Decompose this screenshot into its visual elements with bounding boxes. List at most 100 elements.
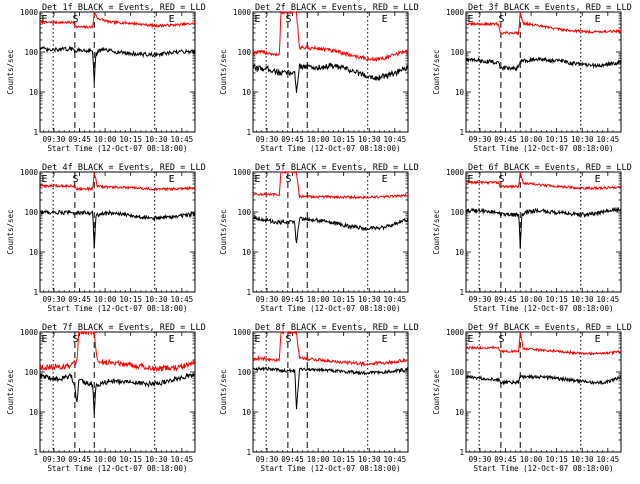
x-tick-label: 10:00 bbox=[520, 135, 543, 144]
x-tick-label: 10:15 bbox=[332, 455, 355, 464]
x-tick-label: 09:45 bbox=[68, 455, 91, 464]
marker-label-e: E bbox=[255, 174, 261, 185]
x-tick-label: 09:45 bbox=[68, 135, 91, 144]
events-series-line bbox=[39, 45, 196, 83]
x-tick-label: 10:15 bbox=[545, 455, 568, 464]
x-tick-label: 10:00 bbox=[520, 455, 543, 464]
lld-series-line bbox=[252, 10, 409, 63]
x-tick-label: 10:45 bbox=[597, 455, 620, 464]
y-tick-label: 1 bbox=[459, 288, 464, 297]
panel-5: Det 5f BLACK = Events, RED = LLD 1 10 100 10… bbox=[219, 163, 419, 313]
events-series-line bbox=[465, 206, 622, 249]
lld-series-line bbox=[39, 11, 196, 30]
marker-label-s: S bbox=[73, 174, 79, 185]
events-series-line bbox=[39, 209, 196, 249]
x-tick-label: 09:45 bbox=[68, 295, 91, 304]
y-axis-label: Counts/sec bbox=[6, 49, 15, 94]
x-tick-label: 10:30 bbox=[571, 135, 594, 144]
panel-1: Det 1f BLACK = Events, RED = LLD 1 10 100 10… bbox=[6, 3, 206, 153]
x-axis-label: Start Time (12-Oct-07 08:18:00) bbox=[474, 464, 614, 473]
marker-label-s: S bbox=[499, 14, 505, 25]
panel-title: Det 3f BLACK = Events, RED = LLD bbox=[468, 3, 632, 13]
x-tick-label: 09:30 bbox=[43, 455, 66, 464]
events-series-line bbox=[252, 61, 409, 94]
lld-series-line bbox=[465, 332, 622, 356]
plot-frame bbox=[465, 331, 622, 453]
plot-frame bbox=[39, 11, 196, 133]
x-tick-label: 10:30 bbox=[358, 455, 381, 464]
events-series-line bbox=[465, 373, 622, 386]
x-tick-label: 09:30 bbox=[469, 135, 492, 144]
x-tick-label: 10:45 bbox=[171, 135, 194, 144]
x-tick-label: 10:30 bbox=[571, 455, 594, 464]
y-tick-label: 1000 bbox=[233, 168, 252, 177]
marker-label-e: E bbox=[595, 14, 601, 25]
panel-title: Det 9f BLACK = Events, RED = LLD bbox=[468, 323, 632, 333]
x-tick-label: 10:45 bbox=[384, 455, 407, 464]
plot-frame bbox=[252, 11, 409, 133]
x-axis-label: Start Time (12-Oct-07 08:18:00) bbox=[48, 144, 188, 153]
x-tick-label: 10:30 bbox=[145, 455, 168, 464]
x-tick-label: 10:45 bbox=[171, 295, 194, 304]
x-axis-label: Start Time (12-Oct-07 08:18:00) bbox=[261, 144, 401, 153]
x-tick-label: 09:45 bbox=[494, 135, 517, 144]
plot-frame bbox=[39, 171, 196, 293]
x-tick-label: 09:45 bbox=[494, 455, 517, 464]
panel-6: Det 6f BLACK = Events, RED = LLD 1 10 100 10… bbox=[432, 163, 632, 313]
x-tick-label: 10:45 bbox=[597, 295, 620, 304]
panel-title: Det 2f BLACK = Events, RED = LLD bbox=[255, 3, 419, 13]
marker-label-s: S bbox=[286, 14, 292, 25]
lld-series-line bbox=[465, 11, 622, 36]
y-axis-label: Counts/sec bbox=[432, 369, 441, 414]
events-series-line bbox=[39, 371, 196, 415]
y-tick-label: 100 bbox=[450, 368, 464, 377]
x-tick-label: 10:30 bbox=[358, 135, 381, 144]
marker-label-e: E bbox=[255, 334, 261, 345]
x-tick-label: 09:30 bbox=[43, 135, 66, 144]
x-tick-label: 09:30 bbox=[256, 455, 279, 464]
marker-label-e: E bbox=[595, 334, 601, 345]
x-tick-label: 09:45 bbox=[494, 295, 517, 304]
y-axis-label: Counts/sec bbox=[219, 369, 228, 414]
plot-frame bbox=[252, 331, 409, 453]
x-tick-label: 10:45 bbox=[171, 455, 194, 464]
x-tick-label: 10:00 bbox=[94, 135, 117, 144]
panel-4: Det 4f BLACK = Events, RED = LLD 1 10 100 10… bbox=[6, 163, 206, 313]
panel-8: Det 8f BLACK = Events, RED = LLD 1 10 100 10… bbox=[219, 323, 419, 473]
y-tick-label: 1000 bbox=[446, 328, 465, 337]
x-tick-label: 10:30 bbox=[571, 295, 594, 304]
x-tick-label: 10:00 bbox=[94, 295, 117, 304]
y-tick-label: 1 bbox=[246, 448, 251, 457]
y-tick-label: 1000 bbox=[233, 328, 252, 337]
y-tick-label: 1 bbox=[246, 128, 251, 137]
y-tick-label: 1000 bbox=[20, 8, 39, 17]
x-tick-label: 10:45 bbox=[384, 295, 407, 304]
panel-7: Det 7f BLACK = Events, RED = LLD 1 10 100 10… bbox=[6, 323, 206, 473]
x-tick-label: 09:30 bbox=[43, 295, 66, 304]
panel-9: Det 9f BLACK = Events, RED = LLD 1 10 100 10… bbox=[432, 323, 632, 473]
marker-label-s: S bbox=[286, 174, 292, 185]
x-tick-label: 10:15 bbox=[545, 135, 568, 144]
plot-frame bbox=[39, 331, 196, 453]
marker-label-e: E bbox=[468, 334, 474, 345]
x-tick-label: 10:00 bbox=[307, 135, 330, 144]
panel-title: Det 5f BLACK = Events, RED = LLD bbox=[255, 163, 419, 173]
panel-title: Det 6f BLACK = Events, RED = LLD bbox=[468, 163, 632, 173]
y-tick-label: 1000 bbox=[20, 168, 39, 177]
x-tick-label: 10:00 bbox=[307, 455, 330, 464]
y-tick-label: 100 bbox=[24, 48, 38, 57]
y-tick-label: 1 bbox=[459, 448, 464, 457]
x-tick-label: 09:30 bbox=[256, 295, 279, 304]
y-tick-label: 10 bbox=[455, 248, 465, 257]
marker-label-s: S bbox=[286, 334, 292, 345]
panel-title: Det 4f BLACK = Events, RED = LLD bbox=[42, 163, 206, 173]
marker-label-e: E bbox=[42, 334, 48, 345]
y-tick-label: 100 bbox=[237, 208, 251, 217]
marker-label-e: E bbox=[382, 334, 388, 345]
y-axis-label: Counts/sec bbox=[219, 209, 228, 254]
y-tick-label: 1 bbox=[33, 128, 38, 137]
lld-series-line bbox=[252, 330, 409, 368]
x-axis-label: Start Time (12-Oct-07 08:18:00) bbox=[261, 304, 401, 313]
y-tick-label: 10 bbox=[29, 248, 39, 257]
y-tick-label: 10 bbox=[455, 88, 465, 97]
